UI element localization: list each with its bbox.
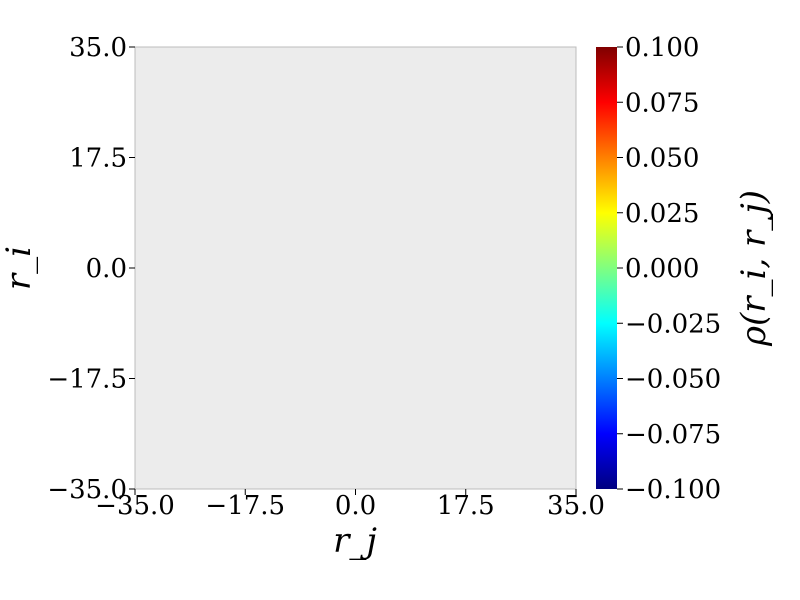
colorbar-tick-label: 0.025 (625, 199, 699, 229)
x-tick-label: 0.0 (335, 491, 376, 521)
x-tick-label: 17.5 (437, 491, 495, 521)
y-tick-label: −17.5 (47, 365, 127, 395)
colorbar (596, 47, 617, 489)
y-tick-label: 17.5 (69, 144, 127, 174)
colorbar-tick-label: −0.075 (625, 420, 721, 450)
colorbar-tick-label: 0.075 (625, 88, 699, 118)
colorbar-tick-label: 0.100 (625, 33, 699, 63)
colorbar-tick-label: −0.025 (625, 309, 721, 339)
y-tick-label: 0.0 (86, 254, 127, 284)
x-tick-label: 35.0 (547, 491, 605, 521)
colorbar-tick-label: 0.000 (625, 254, 699, 284)
colorbar-tick-label: −0.100 (625, 475, 721, 505)
colorbar-ticks: 0.100 0.075 0.050 0.025 0.000 −0.025 −0.050 −0.… (617, 33, 721, 505)
x-tick-label: −35.0 (95, 491, 175, 521)
x-tick-label: −17.5 (205, 491, 285, 521)
x-axis-label: r_j (333, 521, 377, 561)
colorbar-tick-label: 0.050 (625, 144, 699, 174)
plot-area (134, 46, 577, 490)
y-tick-label: 35.0 (69, 33, 127, 63)
y-axis-label-var: r_i (0, 246, 39, 290)
y-tick-label: −35.0 (47, 475, 127, 505)
colorbar-label: ρ(r_i, r_j) (734, 190, 774, 347)
y-axis-ticks: −35.0 −17.5 0.0 17.5 35.0 (47, 33, 135, 505)
colorbar-tick-label: −0.050 (625, 365, 721, 395)
y-axis-label: r_i (0, 246, 39, 290)
x-axis-ticks: −35.0 −17.5 0.0 17.5 35.0 (95, 489, 605, 521)
x-axis-label-var: r_j (333, 521, 377, 561)
